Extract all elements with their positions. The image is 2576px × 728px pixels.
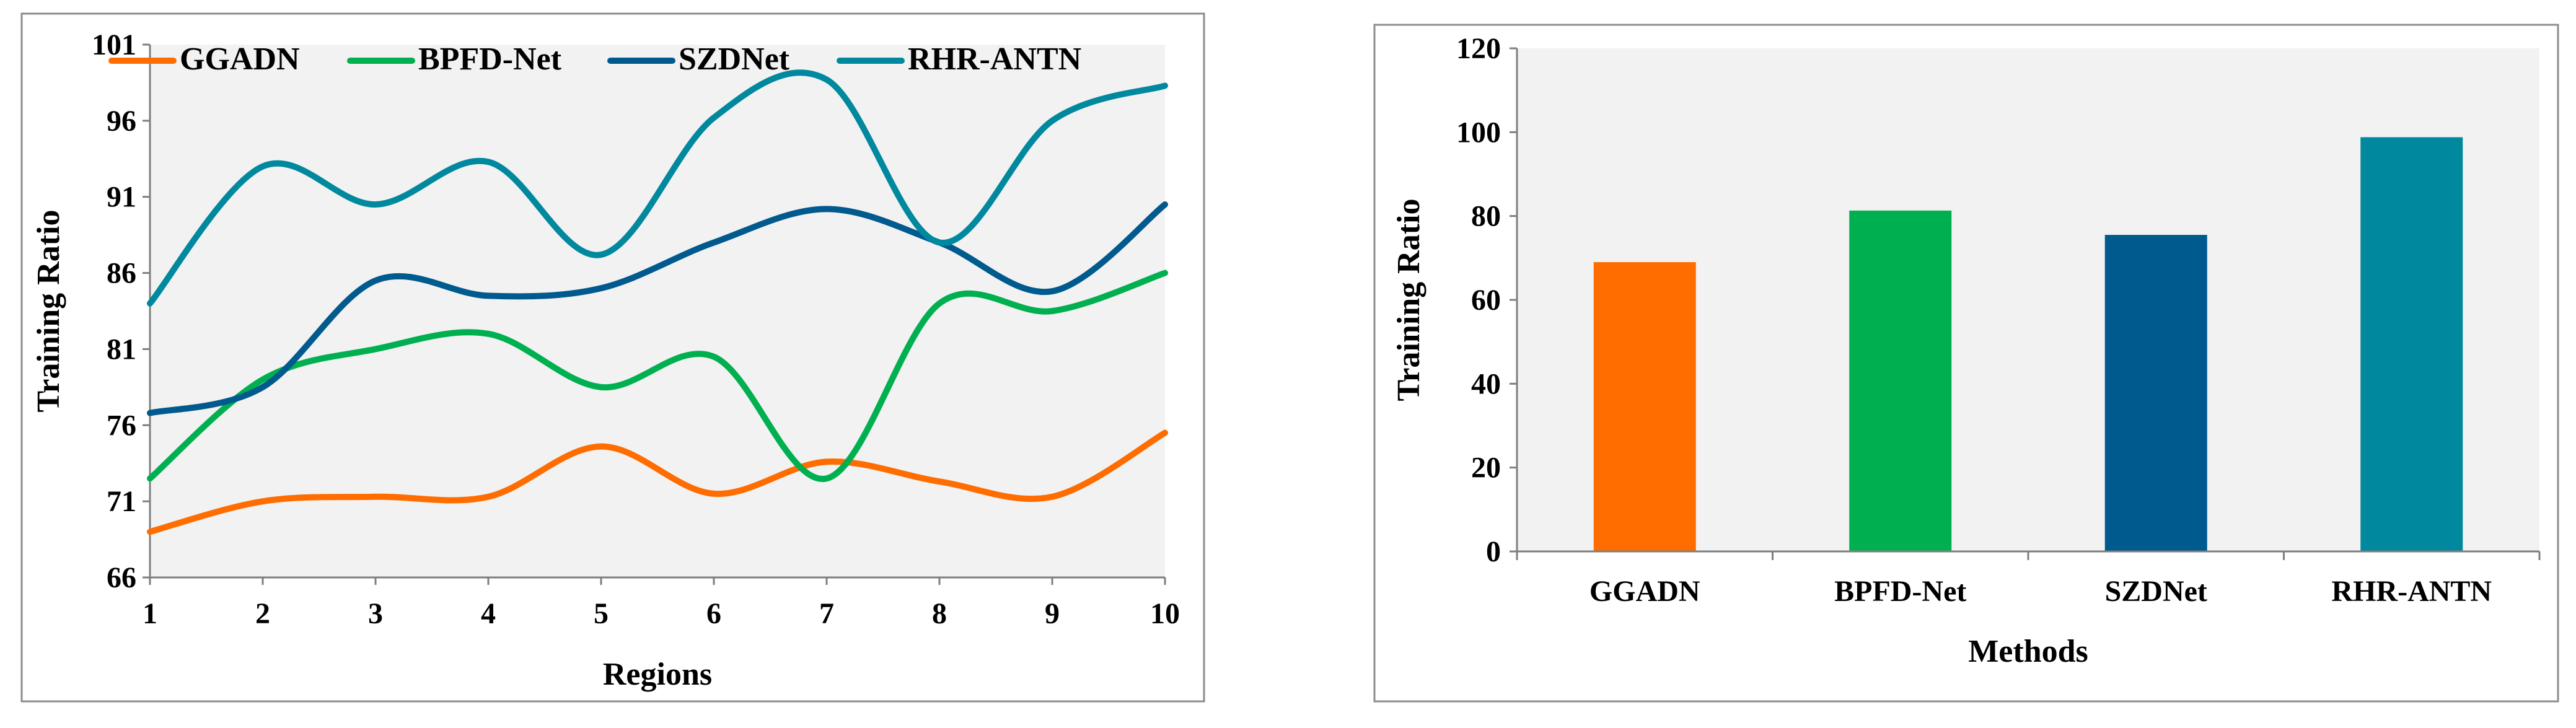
- bar-y-tick-label: 100: [1456, 116, 1501, 149]
- line-x-tick-label: 5: [594, 597, 609, 630]
- line-x-tick-label: 7: [819, 597, 834, 630]
- legend-label-bpfd-net: BPFD-Net: [418, 42, 562, 77]
- line-chart-plot-area: [150, 45, 1165, 577]
- line-y-tick-label: 96: [107, 105, 136, 138]
- series-line-rhr-antn: [147, 69, 1168, 307]
- bar-x-tick-label-bpfd-net: BPFD-Net: [1834, 575, 1966, 608]
- line-x-tick-label: 8: [932, 597, 947, 630]
- line-y-tick-label: 101: [92, 29, 136, 61]
- bar-x-tick-label-ggadn: GGADN: [1589, 575, 1700, 608]
- bar-chart-x-ticks: GGADN BPFD-Net SZDNet RHR-ANTN: [1516, 551, 2541, 608]
- line-chart-legend: GGADN BPFD-Net SZDNet RHR-ANTN: [108, 42, 1081, 77]
- line-chart-y-axis-title: Training Ratio: [31, 210, 66, 413]
- bar-rhr-antn: [2360, 137, 2463, 551]
- series-line-bpfd-net: [147, 270, 1168, 482]
- line-chart-y-ticks: 66 71 76 81 86 91 96 101: [92, 29, 150, 594]
- bar-chart-y-axis-title: Training Ratio: [1391, 199, 1426, 401]
- line-y-tick-label: 76: [107, 409, 136, 442]
- line-y-tick-label: 71: [107, 485, 136, 518]
- line-y-tick-label: 91: [107, 181, 136, 214]
- bar-chart-x-axis-title: Methods: [1968, 634, 2088, 669]
- line-y-tick-label: 66: [107, 561, 136, 594]
- line-x-tick-label: 1: [143, 597, 157, 630]
- line-chart-x-ticks: 1 2 3 4 5 6 7 8 9 10: [143, 577, 1180, 630]
- bar-x-tick-label-rhr-antn: RHR-ANTN: [2331, 575, 2492, 608]
- line-chart-x-axis-title: Regions: [603, 657, 712, 692]
- bar-y-tick-label: 20: [1471, 452, 1501, 485]
- line-x-tick-label: 2: [255, 597, 270, 630]
- line-chart-series-group: [147, 69, 1168, 535]
- legend-label-rhr-antn: RHR-ANTN: [908, 42, 1081, 77]
- line-y-tick-label: 86: [107, 257, 136, 290]
- bar-chart-y-ticks: 0 20 40 60 80 100 120: [1456, 32, 1517, 568]
- bar-bpfd-net: [1849, 210, 1952, 551]
- line-chart: 66 71 76 81 86 91 96 101 1 2 3 4 5 6 7 8 9 10 GGADN BPFD-…: [20, 12, 1205, 703]
- line-y-tick-label: 81: [107, 333, 136, 366]
- legend-label-ggadn: GGADN: [180, 42, 300, 77]
- bar-y-tick-label: 80: [1471, 200, 1501, 233]
- line-x-tick-label: 6: [706, 597, 721, 630]
- bar-szdnet: [2104, 235, 2207, 551]
- bar-y-tick-label: 40: [1471, 367, 1501, 400]
- line-x-tick-label: 9: [1045, 597, 1060, 630]
- bar-chart-bars: [1593, 137, 2463, 551]
- bar-x-tick-label-szdnet: SZDNet: [2105, 575, 2207, 608]
- bar-y-tick-label: 120: [1456, 32, 1501, 65]
- bar-ggadn: [1593, 262, 1696, 551]
- line-x-tick-label: 10: [1150, 597, 1180, 630]
- bar-y-tick-label: 60: [1471, 284, 1501, 317]
- line-x-tick-label: 3: [368, 597, 383, 630]
- bar-chart: 0 20 40 60 80 100 120 GGADN BPFD-Net SZDNet RHR-A…: [1373, 24, 2559, 703]
- bar-y-tick-label: 0: [1486, 535, 1501, 568]
- legend-label-szdnet: SZDNet: [679, 42, 790, 77]
- series-line-szdnet: [147, 201, 1168, 416]
- line-x-tick-label: 4: [481, 597, 496, 630]
- series-line-ggadn: [147, 429, 1168, 535]
